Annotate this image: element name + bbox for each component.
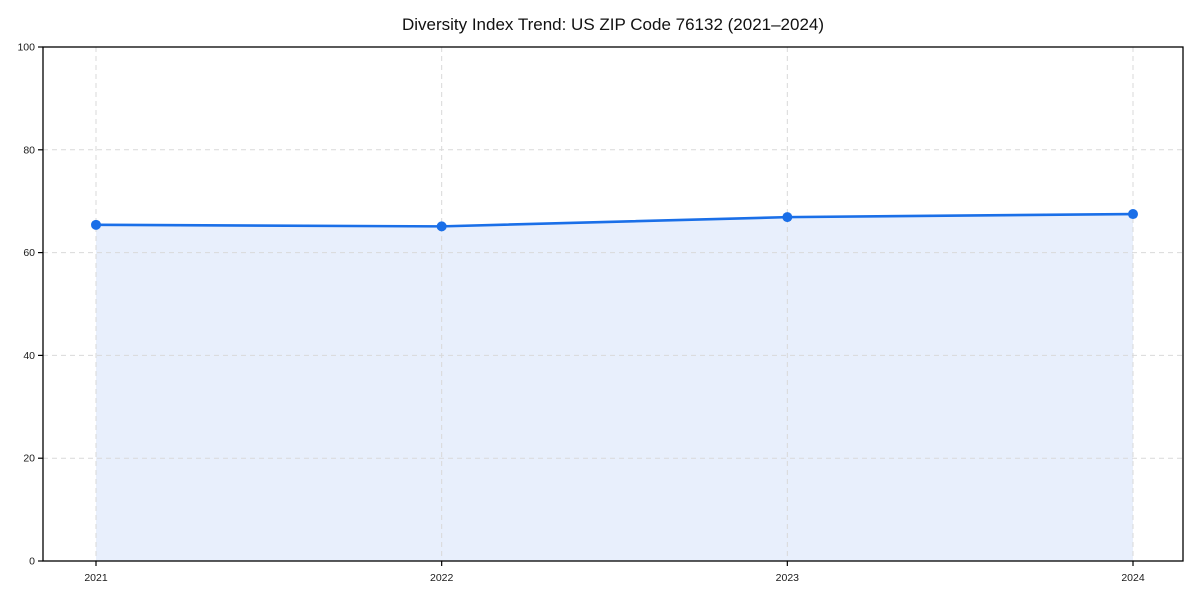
area-fill [96, 214, 1133, 562]
data-point-marker [782, 212, 793, 223]
data-point-marker [1128, 209, 1138, 220]
x-axis-tick-label: 2023 [776, 572, 800, 584]
plot-area: 0 20 40 60 80 100 2021 2022 2023 2024 [17, 42, 1184, 584]
y-axis-tick-label: 80 [23, 144, 35, 156]
plot-border [42, 46, 1184, 562]
data-point-marker [91, 219, 101, 230]
trend-line [94, 212, 1135, 228]
y-axis-tick-label: 20 [23, 453, 35, 465]
x-axis-tick-label: 2022 [430, 572, 454, 584]
x-axis-tick-label: 2024 [1121, 572, 1145, 584]
y-axis-tick-label: 60 [23, 247, 35, 259]
chart-title: Diversity Index Trend: US ZIP Code 76132… [402, 15, 824, 34]
y-axis-tick-label: 40 [23, 350, 35, 362]
y-axis-tick-label: 0 [29, 556, 35, 568]
x-axis-tick-label: 2021 [84, 572, 108, 584]
y-axis-tick-label: 100 [17, 42, 35, 54]
data-point-marker [436, 221, 447, 232]
